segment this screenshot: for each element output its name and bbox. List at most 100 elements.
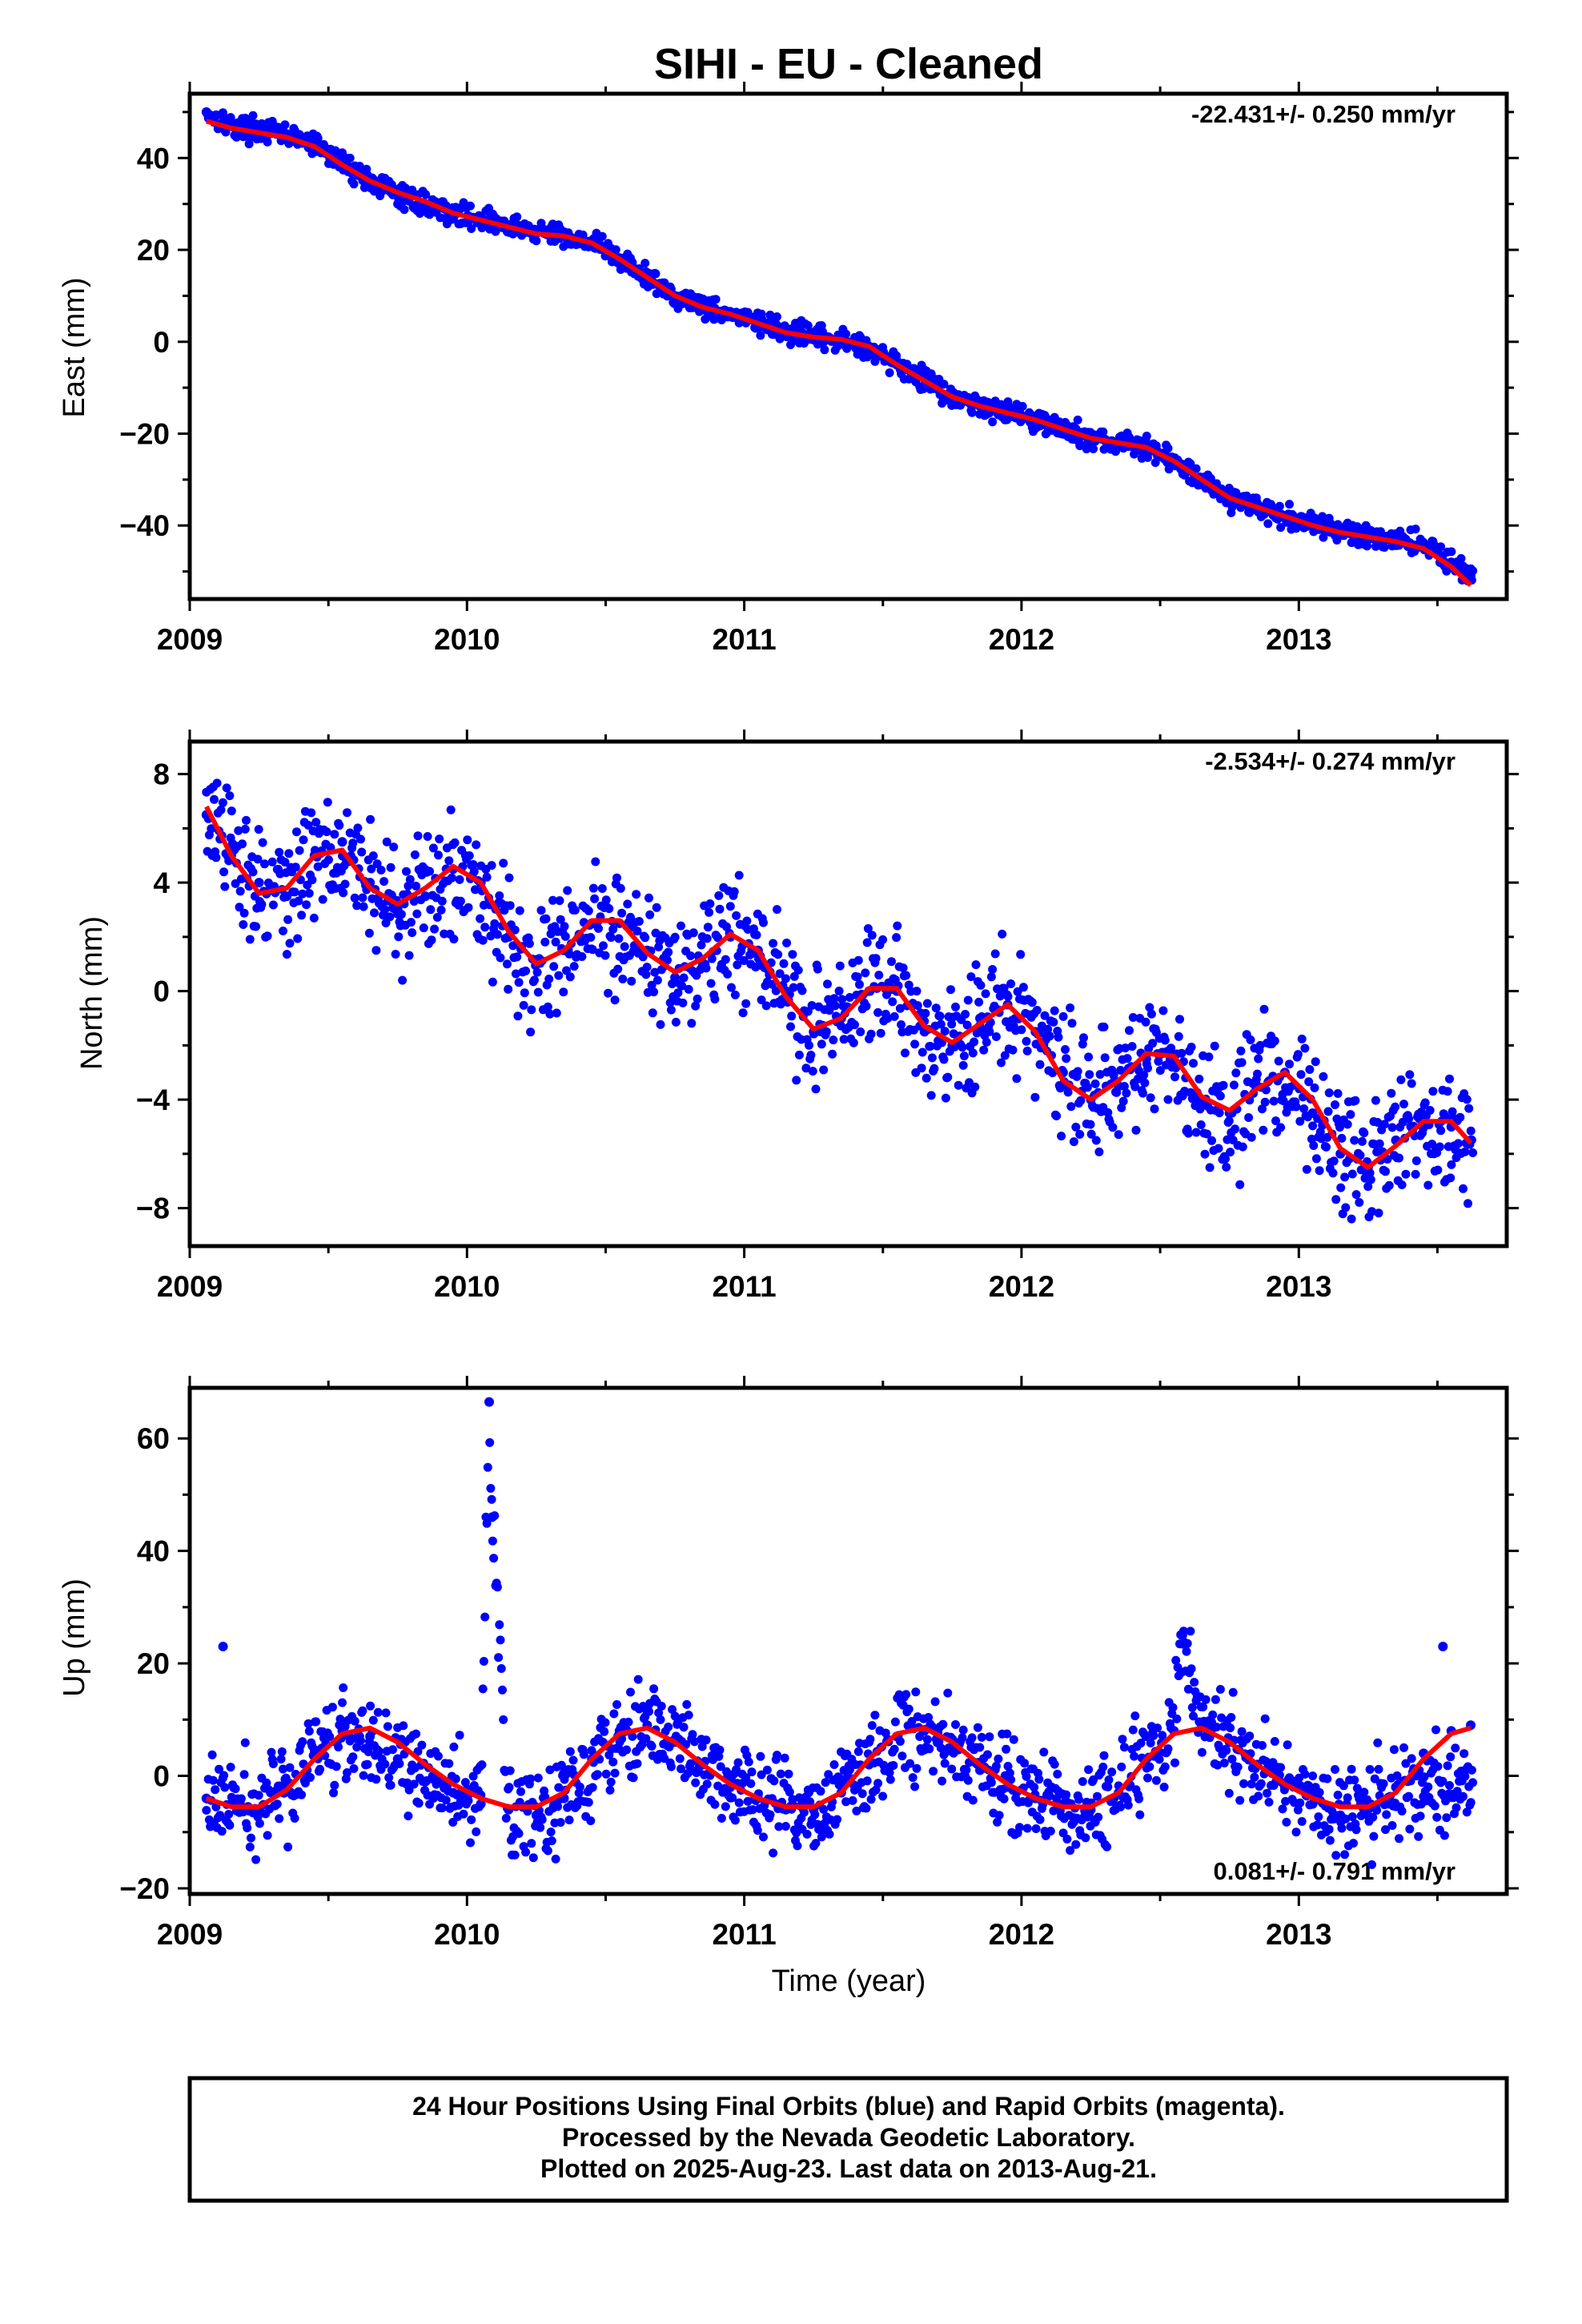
north-observation-dot: [1355, 1198, 1364, 1207]
north-observation-dot: [647, 980, 656, 990]
north-observation-dot: [284, 849, 294, 858]
north-observation-dot: [990, 949, 1000, 959]
up-observation-dot: [211, 1785, 220, 1795]
up-observation-dot: [929, 1767, 938, 1776]
up-observation-dot: [505, 1766, 515, 1775]
north-observation-dot: [556, 915, 565, 924]
up-observation-dot: [947, 1764, 957, 1774]
north-observation-dot: [594, 923, 603, 933]
up-observation-dot: [626, 1687, 635, 1697]
north-observation-dot: [707, 954, 717, 963]
up-observation-dot: [239, 1770, 249, 1779]
north-observation-dot: [480, 923, 490, 932]
north-observation-dot: [1204, 1052, 1214, 1062]
up-observation-dot: [592, 1770, 602, 1779]
up-observation-dot: [1190, 1678, 1199, 1687]
north-observation-dot: [521, 966, 531, 975]
up-observation-dot: [564, 1815, 574, 1825]
north-observation-dot: [324, 855, 333, 865]
north-observation-dot: [1032, 1006, 1042, 1015]
up-observation-dot: [628, 1773, 638, 1783]
north-observation-dot: [1045, 1031, 1054, 1041]
up-observation-dot: [514, 1829, 524, 1838]
north-observation-dot: [359, 902, 368, 911]
up-observation-dot: [905, 1759, 915, 1768]
north-observation-dot: [888, 997, 897, 1007]
up-observation-dot: [938, 1719, 948, 1729]
up-observation-dot: [940, 1759, 950, 1768]
north-observation-dot: [253, 854, 263, 864]
up-observation-dot: [268, 1759, 278, 1768]
north-observation-dot: [604, 988, 613, 998]
north-data-point: [670, 972, 681, 983]
north-observation-dot: [408, 928, 417, 938]
up-observation-dot: [556, 1760, 566, 1770]
up-observation-dot: [1135, 1810, 1145, 1819]
north-observation-dot: [283, 915, 293, 924]
north-observation-dot: [1323, 1107, 1333, 1116]
north-observation-dot: [379, 877, 389, 887]
north-observation-dot: [829, 994, 839, 1003]
north-observation-dot: [340, 879, 350, 889]
up-observation-dot: [985, 1732, 994, 1742]
north-observation-dot: [563, 886, 572, 895]
up-observation-dot: [1349, 1839, 1358, 1848]
east-observation-dot: [773, 312, 781, 321]
up-observation-dot: [1130, 1751, 1139, 1761]
north-observation-dot: [1128, 1013, 1138, 1022]
up-observation-dot: [1197, 1747, 1207, 1757]
north-observation-dot: [930, 1063, 939, 1073]
up-observation-dot: [1226, 1723, 1235, 1733]
north-observation-dot: [1404, 1114, 1414, 1124]
east-y-tick-label: 40: [137, 142, 170, 175]
north-observation-dot: [1222, 1162, 1231, 1172]
up-observation-dot: [243, 1823, 252, 1832]
up-observation-dot: [1213, 1760, 1223, 1770]
up-observation-dot: [910, 1782, 920, 1791]
up-observation-dot: [483, 1462, 492, 1472]
footer-box: [187, 2076, 1509, 2203]
north-observation-dot: [311, 818, 321, 827]
up-observation-dot: [1381, 1825, 1390, 1835]
north-y-tick-label: 0: [153, 975, 170, 1008]
up-observation-dot: [1462, 1807, 1472, 1817]
up-observation-dot: [584, 1798, 593, 1807]
up-observation-dot: [225, 1820, 235, 1830]
north-observation-dot: [982, 1037, 991, 1047]
up-observation-dot: [496, 1664, 506, 1673]
up-observation-dot: [1278, 1804, 1287, 1814]
east-y-tick-label: −40: [119, 509, 170, 542]
north-observation-dot: [412, 909, 422, 919]
up-observation-dot: [1233, 1763, 1243, 1771]
up-observation-dot: [610, 1768, 620, 1778]
north-observation-dot: [1155, 1066, 1165, 1076]
north-observation-dot: [1259, 1125, 1268, 1135]
up-observation-dot: [1062, 1835, 1072, 1844]
north-observation-dot: [1091, 1136, 1101, 1145]
up-observation-dot: [482, 1518, 492, 1528]
up-observation-dot: [793, 1841, 802, 1851]
north-observation-dot: [1453, 1139, 1463, 1148]
north-observation-dot: [1347, 1214, 1356, 1224]
north-observation-dot: [385, 912, 395, 922]
up-observation-dot: [1433, 1762, 1443, 1771]
up-observation-dot: [1324, 1824, 1334, 1834]
east-x-tick-label: 2010: [434, 623, 500, 656]
up-observation-dot: [973, 1723, 982, 1732]
up-observation-dot: [1313, 1820, 1323, 1830]
north-observation-dot: [931, 1003, 941, 1013]
north-observation-dot: [1062, 1054, 1071, 1063]
north-observation-dot: [727, 983, 736, 992]
north-observation-dot: [1052, 1112, 1062, 1120]
north-observation-dot: [691, 1001, 701, 1011]
north-y-tick-label: −8: [136, 1192, 170, 1225]
up-observation-dot: [865, 1735, 875, 1744]
up-observation-dot: [759, 1832, 768, 1842]
north-observation-dot: [1460, 1147, 1470, 1156]
north-observation-dot: [490, 919, 500, 928]
up-data-point: [487, 1512, 497, 1522]
up-observation-dot: [717, 1814, 726, 1823]
up-observation-dot: [1130, 1711, 1140, 1721]
north-observation-dot: [837, 995, 847, 1004]
north-observation-dot: [1200, 1149, 1210, 1159]
